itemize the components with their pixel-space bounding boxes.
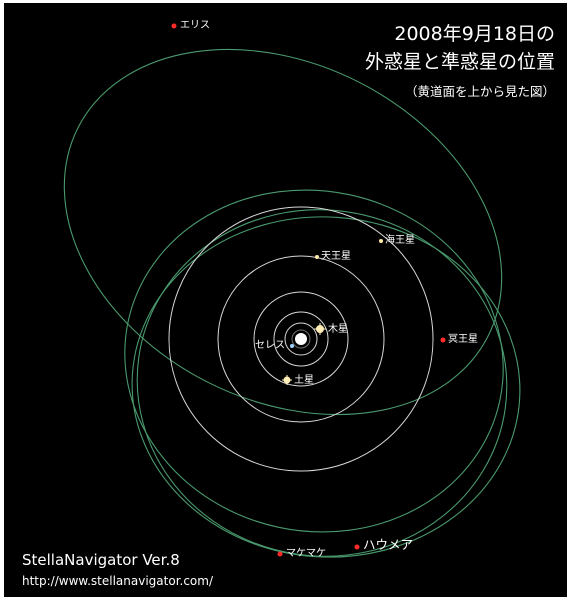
label-saturn: 土星	[294, 375, 314, 386]
diagram-canvas: 2008年9月18日の 外惑星と準惑星の位置 （黄道面を上から見た図） エリス …	[4, 3, 567, 597]
neptune-orbit	[168, 206, 434, 472]
eris-orbit	[63, 48, 503, 416]
neptune-marker	[379, 239, 383, 243]
label-haumea: ハウメア	[363, 537, 414, 552]
label-eris: エリス	[180, 20, 210, 31]
label-pluto: 冥王星	[448, 334, 478, 345]
title-main: 外惑星と準惑星の位置	[364, 51, 555, 73]
label-neptune: 海王星	[385, 235, 415, 246]
label-ceres: セレス	[255, 340, 285, 351]
pluto-orbit	[124, 189, 504, 533]
jupiter-orbit	[273, 311, 329, 367]
sun	[295, 333, 307, 345]
sun-glow	[291, 329, 311, 349]
label-uranus: 天王星	[321, 251, 351, 262]
credit-app: StellaNavigator Ver.8	[22, 551, 180, 569]
ceres-marker	[290, 344, 294, 348]
makemake-marker	[277, 551, 283, 557]
label-makemake: マケマケ	[286, 548, 326, 559]
eris-marker	[171, 23, 177, 29]
saturn-orbit	[253, 291, 349, 387]
label-jupiter: 木星	[328, 324, 348, 335]
haumea-marker	[354, 544, 360, 550]
orbit-diagram	[63, 23, 521, 558]
title-date: 2008年9月18日の	[394, 23, 555, 45]
title-subtitle: （黄道面を上から見た図）	[404, 84, 555, 99]
uranus-orbit	[217, 255, 385, 423]
inner-orbit	[284, 322, 318, 356]
makemake-orbit	[131, 216, 521, 558]
credit-url: http://www.stellanavigator.com/	[22, 574, 214, 588]
pluto-marker	[440, 337, 446, 343]
uranus-marker	[315, 255, 319, 259]
